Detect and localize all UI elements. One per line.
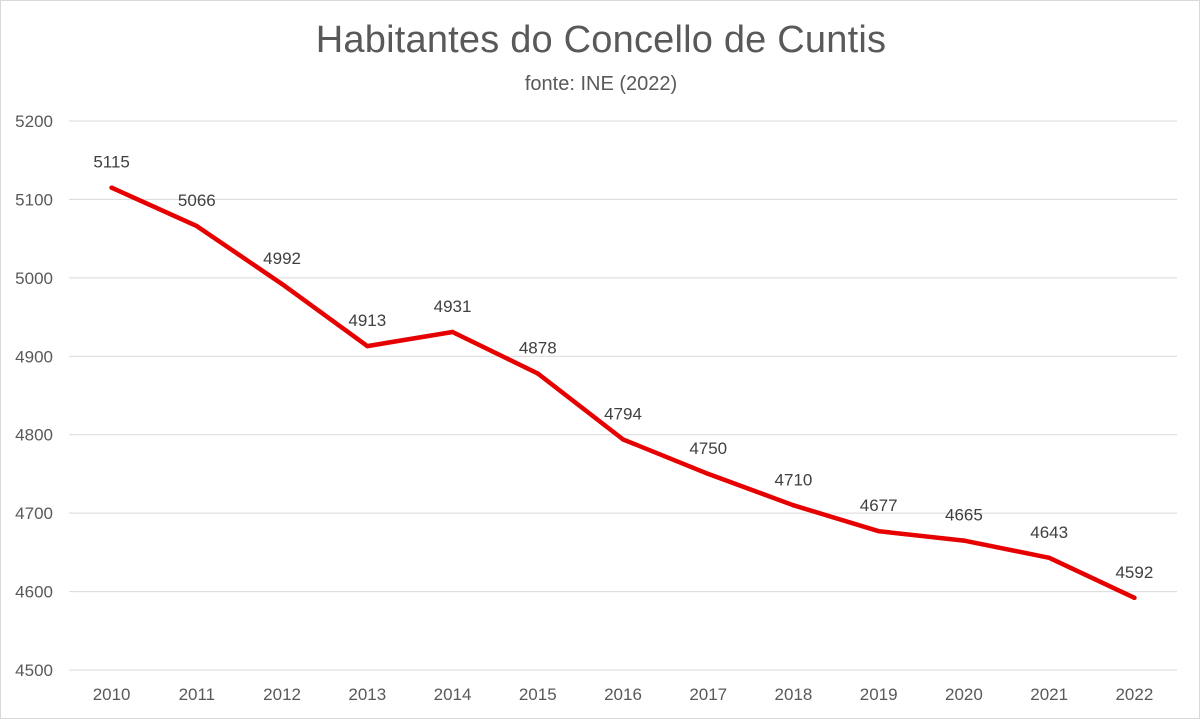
y-tick-label: 4600 — [15, 583, 53, 602]
data-point — [109, 185, 114, 190]
x-tick-label: 2011 — [179, 685, 216, 704]
x-tick-label: 2021 — [1030, 685, 1068, 704]
data-label: 4913 — [348, 311, 386, 330]
x-tick-label: 2010 — [93, 685, 131, 704]
x-tick-label: 2014 — [434, 685, 472, 704]
y-tick-label: 5200 — [15, 112, 53, 131]
data-label: 5115 — [93, 153, 130, 172]
x-tick-label: 2020 — [945, 685, 983, 704]
data-label: 4592 — [1115, 563, 1153, 582]
x-tick-label: 2013 — [348, 685, 386, 704]
y-tick-label: 4800 — [15, 426, 53, 445]
data-label: 4677 — [860, 496, 898, 515]
y-tick-label: 4700 — [15, 504, 53, 523]
data-point — [1132, 595, 1137, 601]
data-label: 4794 — [604, 404, 642, 423]
data-label: 4665 — [945, 506, 983, 525]
data-label: 4878 — [519, 339, 557, 358]
data-label: 4992 — [263, 249, 301, 268]
data-point — [961, 538, 967, 543]
data-point — [706, 471, 711, 477]
x-tick-label: 2022 — [1115, 685, 1153, 704]
chart-title: Habitantes do Concello de Cuntis — [315, 19, 887, 61]
x-tick-label: 2012 — [263, 685, 301, 704]
chart-subtitle: fonte: INE (2022) — [524, 73, 678, 95]
data-point — [365, 343, 370, 349]
data-point — [450, 329, 455, 335]
x-tick-label: 2019 — [860, 685, 898, 704]
x-tick-label: 2016 — [604, 685, 642, 704]
data-label: 4643 — [1030, 523, 1068, 542]
data-label: 4710 — [775, 470, 813, 489]
x-tick-label: 2017 — [689, 685, 727, 704]
data-point — [876, 528, 881, 534]
data-label: 4931 — [434, 297, 472, 316]
y-tick-label: 4500 — [15, 661, 53, 680]
y-tick-label: 4900 — [15, 347, 53, 366]
data-point — [1046, 555, 1052, 561]
data-point — [620, 437, 626, 442]
data-point — [791, 503, 796, 508]
x-tick-label: 2018 — [775, 685, 813, 704]
data-point — [194, 223, 200, 229]
data-point — [535, 371, 540, 376]
y-tick-label: 5100 — [15, 190, 53, 209]
y-tick-label: 5000 — [15, 269, 53, 288]
data-label: 5066 — [178, 191, 216, 210]
data-point — [279, 281, 285, 287]
x-tick-label: 2015 — [519, 685, 557, 704]
data-label: 4750 — [689, 439, 727, 458]
